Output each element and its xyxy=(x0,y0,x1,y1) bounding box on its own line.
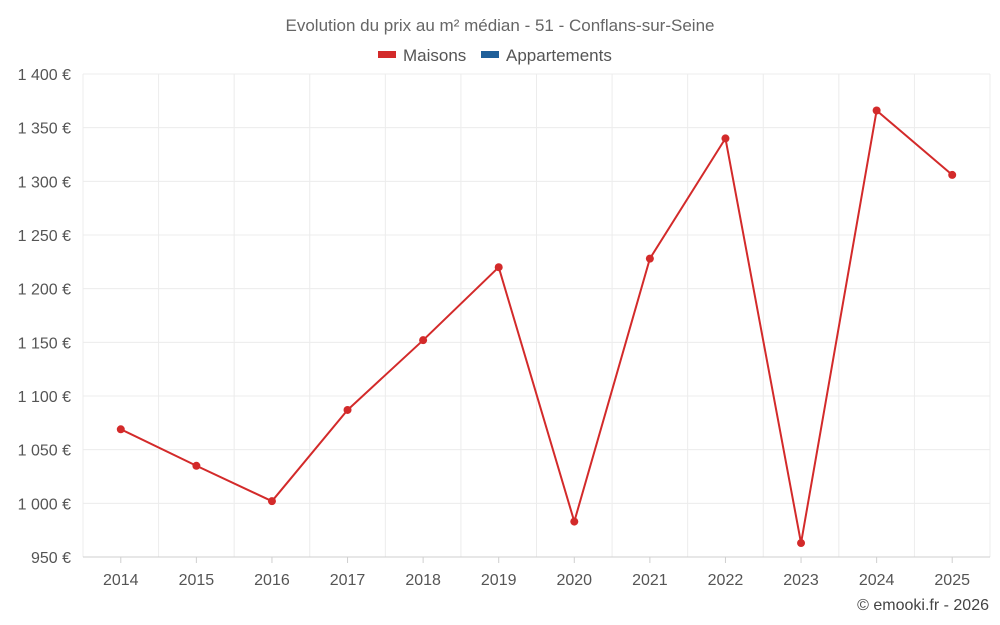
x-tick-label: 2018 xyxy=(405,572,441,589)
x-tick-label: 2015 xyxy=(179,572,215,589)
data-point-2015[interactable] xyxy=(192,461,201,470)
data-point-2023[interactable] xyxy=(797,539,806,548)
data-point-2016[interactable] xyxy=(267,497,276,506)
legend-label-appartements: Appartements xyxy=(506,46,612,65)
data-point-2022[interactable] xyxy=(721,134,730,143)
y-tick-label: 1 050 € xyxy=(18,443,71,460)
x-tick-label: 2014 xyxy=(103,572,139,589)
y-tick-label: 950 € xyxy=(31,550,71,567)
x-tick-label: 2017 xyxy=(330,572,366,589)
series-maisons xyxy=(116,106,957,548)
data-point-2025[interactable] xyxy=(948,170,957,179)
y-tick-label: 1 100 € xyxy=(18,389,71,406)
data-point-2020[interactable] xyxy=(570,517,579,526)
series-line-maisons xyxy=(120,109,953,545)
data-point-2021[interactable] xyxy=(645,254,654,263)
y-tick-label: 1 350 € xyxy=(18,121,71,138)
data-point-2024[interactable] xyxy=(872,106,881,115)
data-point-2014[interactable] xyxy=(116,425,125,434)
chart-title: Evolution du prix au m² médian - 51 - Co… xyxy=(286,16,715,35)
y-tick-label: 1 250 € xyxy=(18,228,71,245)
y-tick-label: 1 200 € xyxy=(18,282,71,299)
grid xyxy=(82,73,991,557)
x-tick-label: 2021 xyxy=(632,572,668,589)
x-tick-label: 2023 xyxy=(783,572,819,589)
y-tick-label: 1 150 € xyxy=(18,335,71,352)
legend-item-maisons[interactable]: Maisons xyxy=(378,46,466,65)
legend-swatch-appartements xyxy=(481,51,499,58)
x-tick-label: 2024 xyxy=(859,572,895,589)
y-tick-label: 1 300 € xyxy=(18,174,71,191)
x-tick-label: 2022 xyxy=(708,572,744,589)
data-point-2017[interactable] xyxy=(343,405,352,414)
x-axis: 2014 2015 2016 2017 2018 2019 2020 2021 2022 2023… xyxy=(83,556,990,589)
y-tick-label: 1 400 € xyxy=(18,67,71,84)
x-tick-label: 2025 xyxy=(934,572,970,589)
legend: Maisons Appartements xyxy=(378,46,612,65)
x-tick-label: 2019 xyxy=(481,572,517,589)
credit-text: © emooki.fr - 2026 xyxy=(857,597,989,614)
y-tick-label: 1 000 € xyxy=(18,496,71,513)
legend-label-maisons: Maisons xyxy=(403,46,466,65)
data-point-2018[interactable] xyxy=(419,336,428,345)
y-axis: 950 € 1 000 € 1 050 € 1 100 € 1 150 € 1 200 €… xyxy=(18,67,71,567)
data-point-2019[interactable] xyxy=(494,263,503,272)
x-tick-label: 2020 xyxy=(556,572,592,589)
x-tick-label: 2016 xyxy=(254,572,290,589)
legend-swatch-maisons xyxy=(378,51,396,58)
legend-item-appartements[interactable]: Appartements xyxy=(481,46,612,65)
